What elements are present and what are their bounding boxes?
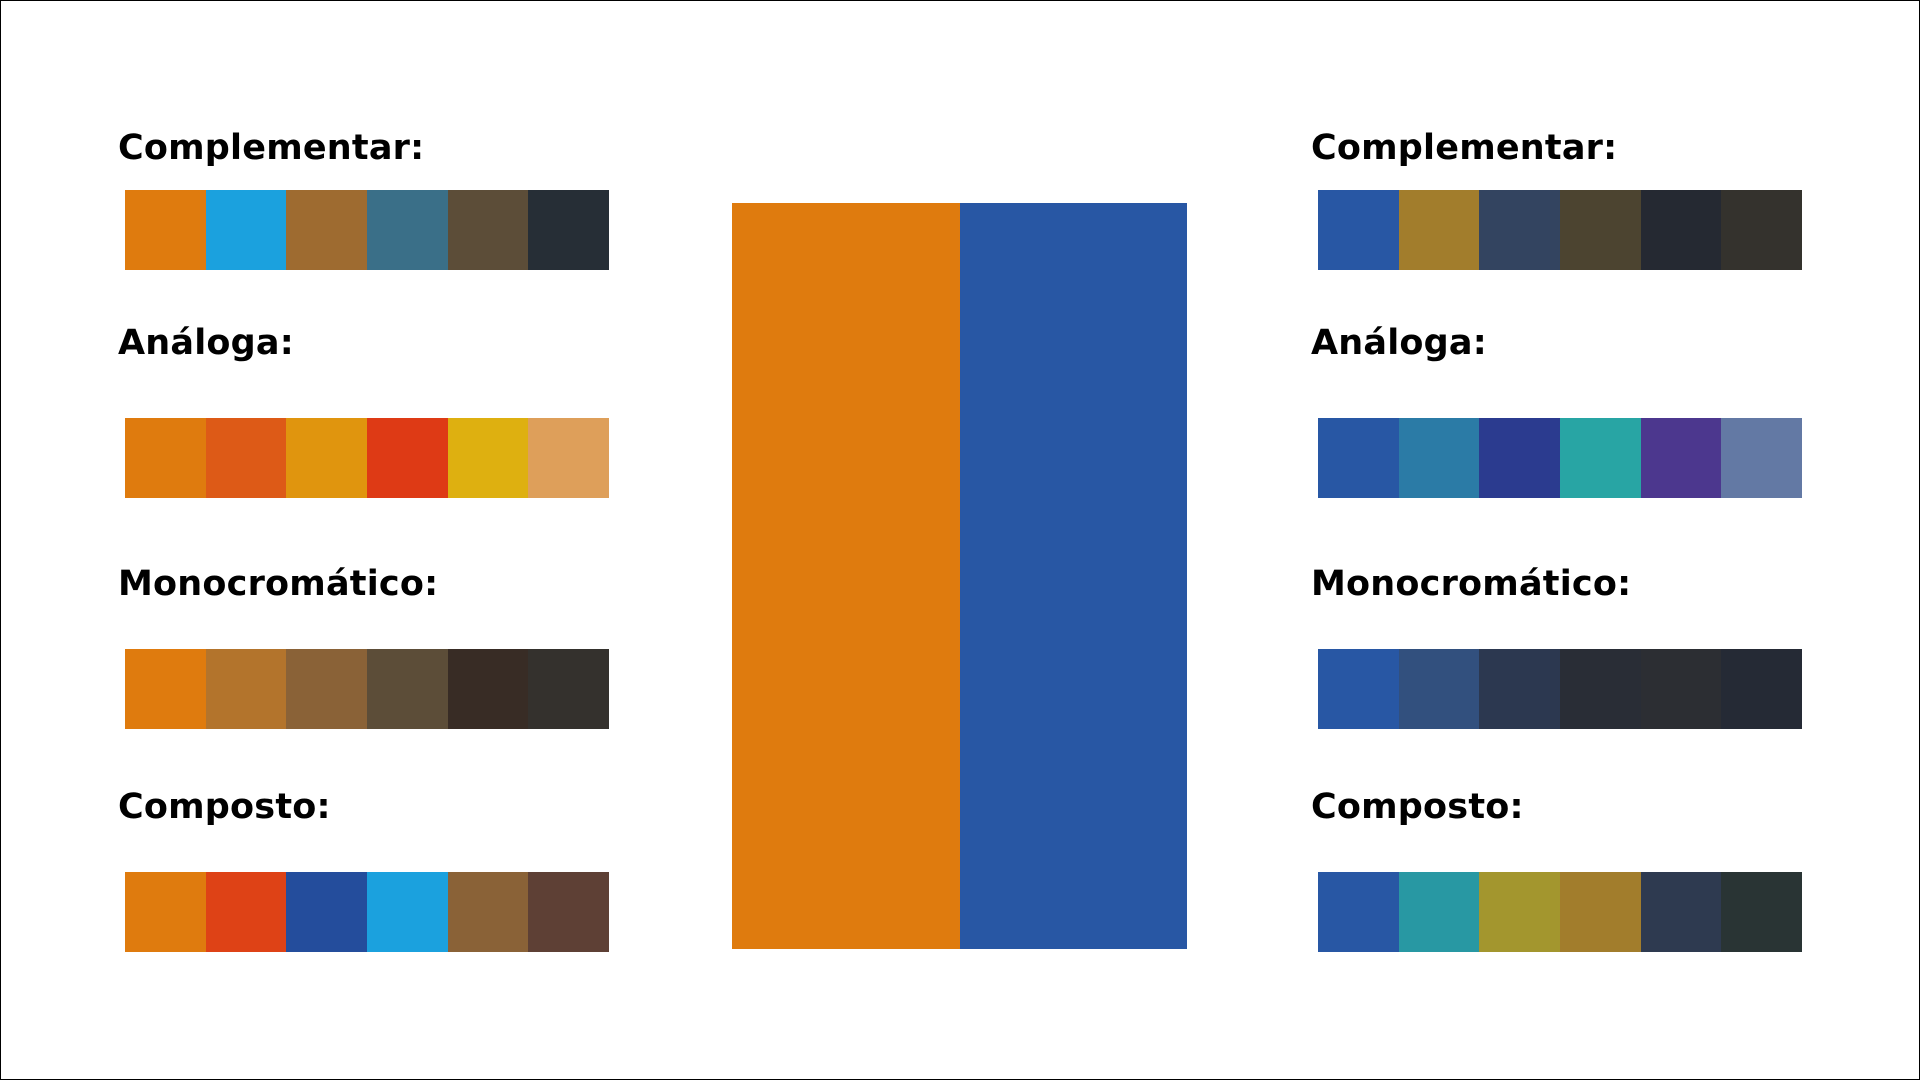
- color-swatch: [1398, 649, 1480, 729]
- color-swatch: [286, 649, 368, 729]
- color-swatch: [528, 418, 610, 498]
- color-swatch: [1721, 872, 1803, 952]
- color-swatch: [205, 190, 287, 270]
- base-color-block: [732, 203, 1187, 949]
- color-swatch: [1398, 190, 1480, 270]
- color-swatch: [367, 649, 448, 729]
- color-swatch: [1560, 190, 1641, 270]
- color-swatch: [205, 418, 287, 498]
- color-swatch: [1721, 190, 1803, 270]
- color-swatch: [1479, 418, 1561, 498]
- color-swatch: [528, 872, 610, 952]
- color-swatch: [1479, 649, 1561, 729]
- swatch-row: [125, 418, 610, 498]
- color-swatch: [1560, 418, 1641, 498]
- color-swatch: [1398, 418, 1480, 498]
- color-swatch: [205, 649, 287, 729]
- swatch-row: [1318, 872, 1803, 952]
- color-swatch: [1318, 649, 1399, 729]
- color-swatch: [447, 190, 529, 270]
- section-label: Análoga:: [1311, 323, 1487, 363]
- color-swatch: [1560, 649, 1641, 729]
- color-swatch: [528, 190, 610, 270]
- base-orange-swatch: [732, 203, 960, 949]
- swatch-row: [125, 190, 610, 270]
- swatch-row: [1318, 649, 1803, 729]
- color-swatch: [286, 872, 368, 952]
- color-swatch: [1640, 649, 1722, 729]
- color-swatch: [125, 418, 206, 498]
- color-swatch: [125, 190, 206, 270]
- color-swatch: [367, 190, 448, 270]
- color-swatch: [447, 872, 529, 952]
- swatch-row: [125, 872, 610, 952]
- section-label: Análoga:: [118, 323, 294, 363]
- swatch-row: [125, 649, 610, 729]
- color-swatch: [1640, 190, 1722, 270]
- section-label: Composto:: [1311, 787, 1524, 827]
- color-swatch: [1721, 418, 1803, 498]
- color-swatch: [1318, 190, 1399, 270]
- color-swatch: [367, 418, 448, 498]
- color-swatch: [447, 649, 529, 729]
- color-swatch: [1721, 649, 1803, 729]
- section-label: Monocromático:: [1311, 564, 1632, 604]
- section-label: Composto:: [118, 787, 331, 827]
- color-swatch: [1318, 418, 1399, 498]
- base-blue-swatch: [959, 203, 1187, 949]
- color-swatch: [528, 649, 610, 729]
- color-swatch: [205, 872, 287, 952]
- color-swatch: [1640, 418, 1722, 498]
- section-label: Complementar:: [1311, 128, 1618, 168]
- color-swatch: [1479, 190, 1561, 270]
- color-swatch: [367, 872, 448, 952]
- color-swatch: [125, 872, 206, 952]
- color-swatch: [1640, 872, 1722, 952]
- color-swatch: [447, 418, 529, 498]
- color-swatch: [286, 190, 368, 270]
- section-label: Monocromático:: [118, 564, 439, 604]
- swatch-row: [1318, 190, 1803, 270]
- color-swatch: [1398, 872, 1480, 952]
- color-swatch: [125, 649, 206, 729]
- color-swatch: [1560, 872, 1641, 952]
- swatch-row: [1318, 418, 1803, 498]
- color-swatch: [1318, 872, 1399, 952]
- color-swatch: [1479, 872, 1561, 952]
- color-swatch: [286, 418, 368, 498]
- section-label: Complementar:: [118, 128, 425, 168]
